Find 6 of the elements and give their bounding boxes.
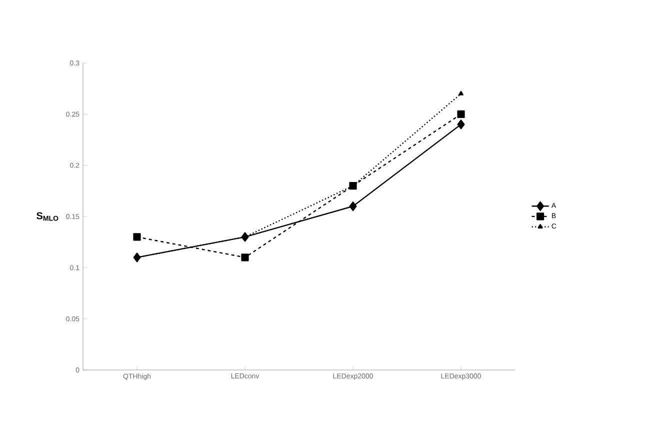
point: [241, 254, 249, 262]
point: [133, 233, 141, 241]
y-axis-title: S$_{MLO}$: [36, 212, 58, 221]
point: [457, 120, 465, 130]
point: [457, 110, 465, 118]
point: [349, 201, 357, 212]
